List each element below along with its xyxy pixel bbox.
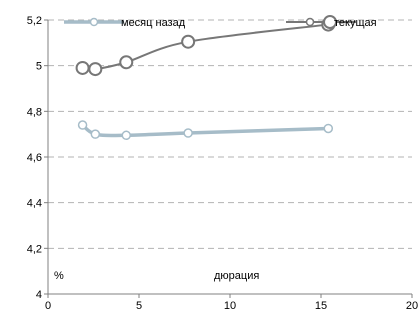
series-1 [77, 120, 334, 141]
data-point [90, 129, 101, 139]
x-tick-label: 0 [45, 300, 51, 312]
legend-marker [89, 17, 99, 27]
y-tick-label: 4,6 [27, 152, 42, 164]
legend-entry-1: месяц назад [64, 17, 186, 29]
legend-label: месяц назад [121, 17, 186, 29]
legend-entry-2: текущая [286, 15, 377, 29]
data-point [121, 130, 132, 141]
gridlines [48, 19, 412, 249]
data-point [119, 55, 134, 70]
legend-label: текущая [334, 17, 377, 29]
data-point [181, 34, 196, 49]
legend-marker [323, 15, 337, 29]
legend: месяц назад текущая [64, 15, 377, 29]
x-axis-title: дюрация [214, 270, 259, 282]
series-layer [75, 17, 336, 141]
data-point [77, 120, 88, 130]
x-tick-label: 15 [315, 300, 327, 312]
series-2 [75, 17, 336, 77]
x-tick-label: 5 [136, 300, 142, 312]
tick-labels: 4 4,2 4,4 4,6 4,8 5 5,2 0 5 10 15 20 [27, 15, 418, 312]
y-tick-label: 4,2 [27, 243, 42, 255]
data-point [88, 62, 103, 77]
series-line [81, 123, 329, 138]
legend-marker [305, 17, 315, 27]
y-tick-label: 5,2 [27, 15, 42, 27]
data-point [323, 123, 334, 134]
y-tick-label: 4,8 [27, 106, 42, 118]
y-tick-label: 4,4 [27, 198, 42, 210]
data-point [183, 128, 193, 138]
x-tick-label: 20 [406, 300, 418, 312]
y-tick-label: 5 [36, 61, 42, 73]
data-point [75, 60, 90, 75]
y-axis-title: % [54, 270, 64, 282]
y-tick-label: 4 [36, 289, 42, 301]
x-tick-label: 10 [224, 300, 236, 312]
